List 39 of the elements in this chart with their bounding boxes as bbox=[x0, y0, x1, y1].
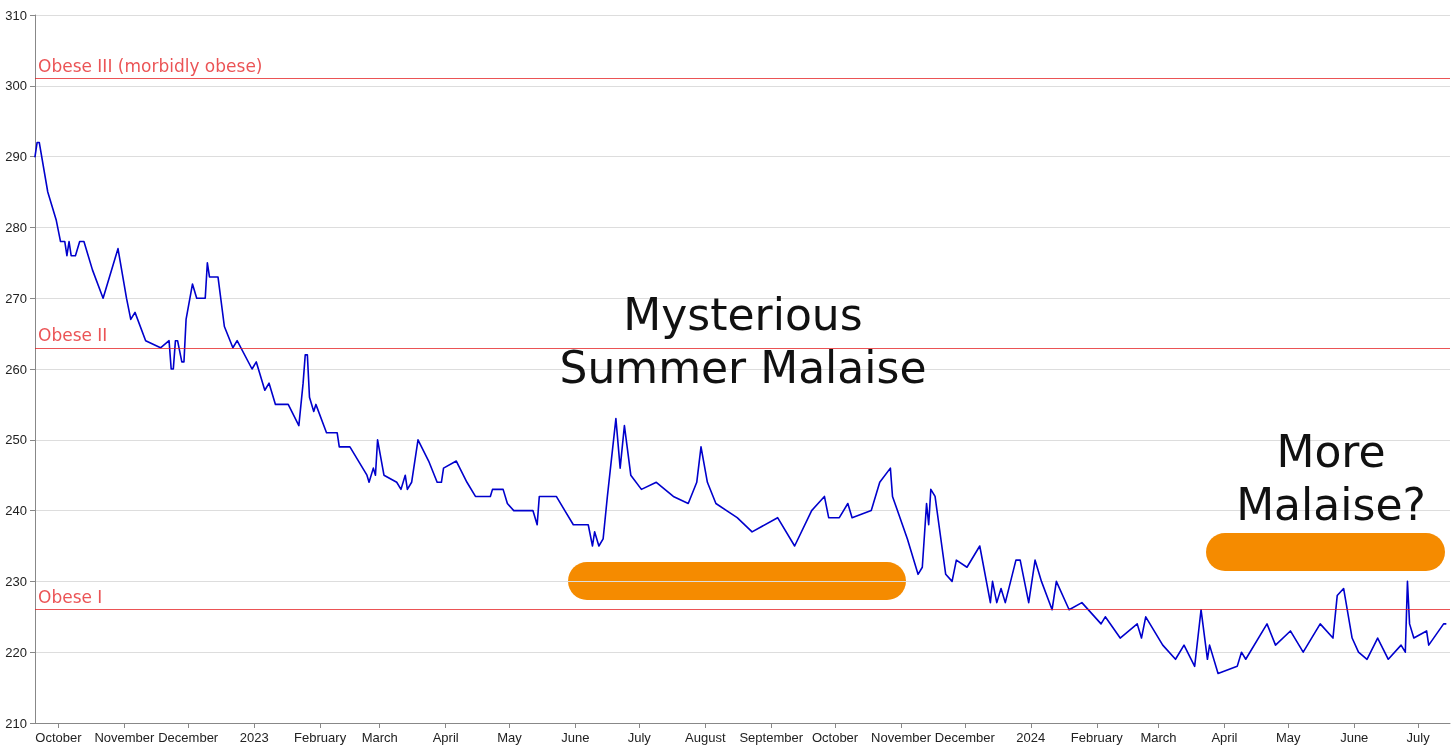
x-tick-label: October bbox=[35, 730, 83, 745]
x-tick-label: February bbox=[294, 730, 347, 745]
x-tick-label: July bbox=[627, 730, 652, 745]
x-tick-label: April bbox=[432, 730, 459, 745]
x-tick-label: May bbox=[497, 730, 523, 745]
y-tick-label: 270 bbox=[5, 290, 27, 306]
ref-line-label: Obese I bbox=[38, 587, 103, 608]
x-tick-label: May bbox=[1276, 730, 1302, 745]
x-tick-label: December bbox=[934, 730, 996, 745]
x-tick-label: July bbox=[1406, 730, 1431, 745]
x-tick-label: 2023 bbox=[239, 730, 269, 745]
x-tick-label: March bbox=[1140, 730, 1177, 745]
annotation: More Malaise? bbox=[1235, 425, 1427, 531]
y-tick-label: 250 bbox=[5, 432, 27, 448]
x-tick-label: 2024 bbox=[1016, 730, 1046, 745]
x-tick-label: August bbox=[685, 730, 726, 745]
y-tick-label: 300 bbox=[5, 78, 27, 94]
y-tick-label: 220 bbox=[5, 644, 27, 660]
y-tick-label: 290 bbox=[5, 149, 27, 165]
x-tick-label: October bbox=[811, 730, 859, 745]
ref-line-label: Obese II bbox=[38, 325, 108, 346]
x-tick-label: June bbox=[1340, 730, 1369, 745]
x-tick-label: April bbox=[1211, 730, 1238, 745]
y-tick-label: 310 bbox=[5, 7, 27, 23]
x-tick-label: December bbox=[158, 730, 219, 745]
x-tick-label: February bbox=[1070, 730, 1124, 745]
y-tick-label: 240 bbox=[5, 503, 27, 519]
y-tick-label: 210 bbox=[5, 715, 27, 731]
ref-line-label: Obese III (morbidly obese) bbox=[38, 56, 263, 77]
x-tick-label: June bbox=[561, 730, 590, 745]
y-tick-label: 280 bbox=[5, 219, 27, 235]
x-tick-label: November bbox=[94, 730, 156, 745]
x-tick-label: September bbox=[739, 730, 804, 745]
x-tick-label: November bbox=[871, 730, 932, 745]
x-tick-label: March bbox=[361, 730, 398, 745]
y-tick-label: 260 bbox=[5, 361, 27, 377]
y-tick-label: 230 bbox=[5, 573, 27, 589]
line-series bbox=[34, 141, 1447, 675]
annotation: Mysterious Summer Malaise bbox=[558, 288, 928, 394]
